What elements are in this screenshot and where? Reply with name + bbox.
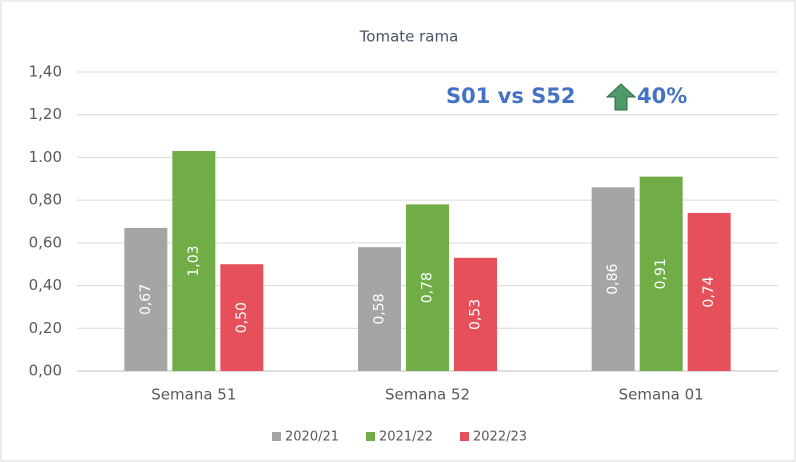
up-arrow-icon — [605, 83, 637, 111]
value-label: 1,03 — [186, 245, 202, 276]
value-label: 0,86 — [605, 263, 621, 294]
legend-label: 2020/21 — [285, 430, 339, 445]
annotation: S01 vs S52 — [446, 84, 576, 108]
bar — [172, 151, 216, 371]
legend-swatch — [272, 432, 281, 441]
value-label: 0,53 — [468, 299, 484, 330]
legend-swatch — [366, 432, 375, 441]
y-tick-label: 1,20 — [29, 105, 62, 123]
value-label: 0,50 — [234, 302, 250, 333]
bar — [406, 204, 449, 371]
bar — [220, 264, 264, 371]
value-label: 0,58 — [372, 293, 388, 324]
y-tick-label: 0,40 — [29, 276, 62, 294]
y-tick-label: 1,40 — [29, 63, 62, 81]
value-label: 0,91 — [653, 258, 669, 289]
bar — [358, 247, 401, 371]
bar — [639, 176, 683, 371]
y-tick-label: 0,00 — [29, 362, 62, 380]
legend-label: 2022/23 — [473, 430, 527, 445]
y-tick-label: 0,20 — [29, 319, 62, 337]
bar — [124, 227, 168, 371]
legend-label: 2021/22 — [379, 430, 433, 445]
chart-title: Tomate rama — [359, 28, 459, 46]
value-label: 0,78 — [420, 272, 436, 303]
bar — [454, 257, 497, 371]
y-tick-label: 0,60 — [29, 233, 62, 251]
bar — [591, 187, 635, 371]
legend-swatch — [460, 432, 469, 441]
value-label: 0,67 — [138, 284, 154, 315]
x-tick-label: Semana 01 — [619, 386, 704, 404]
y-tick-label: 0,80 — [29, 191, 62, 209]
value-label: 0,74 — [701, 276, 717, 307]
annotation: 40% — [637, 84, 687, 108]
x-tick-label: Semana 52 — [385, 386, 470, 404]
bar — [687, 212, 731, 371]
x-tick-label: Semana 51 — [151, 386, 236, 404]
y-tick-label: 1.00 — [29, 148, 62, 166]
